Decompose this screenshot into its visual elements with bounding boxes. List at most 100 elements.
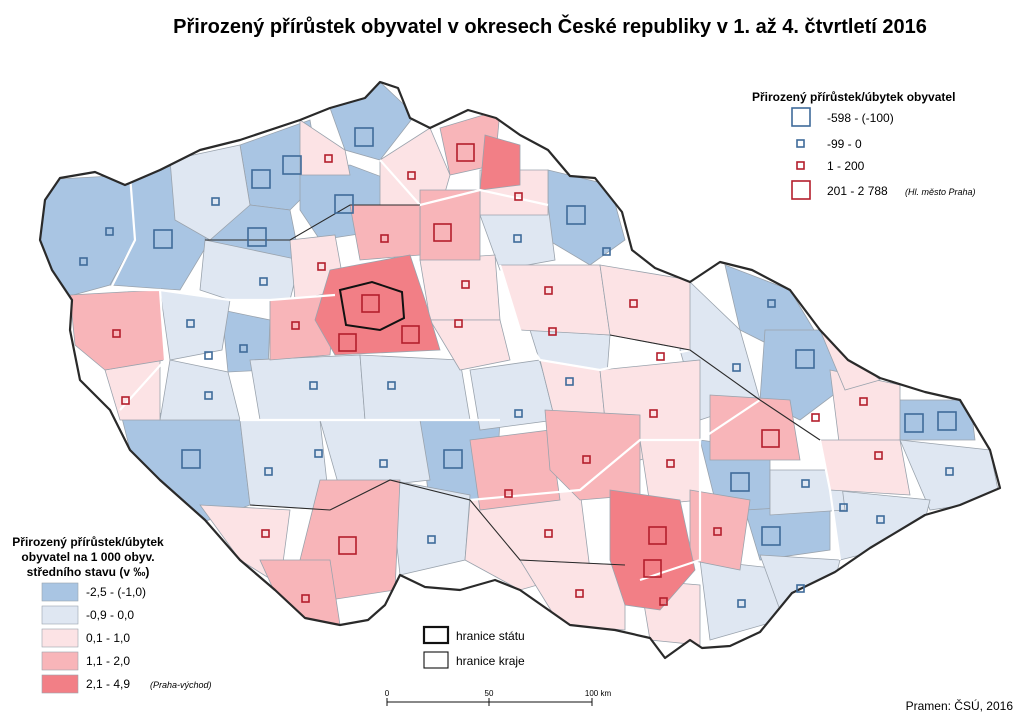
legend-symbol-label-2: -99 - 0 xyxy=(827,137,862,151)
symbol-negative-large xyxy=(181,449,201,469)
legend-symbol-negative-small xyxy=(796,139,805,148)
symbol-negative-small xyxy=(79,257,88,266)
symbol-legend: Přirozený přírůstek/úbytek obyvatel -598… xyxy=(752,90,976,200)
rate-label-3: 0,1 - 1,0 xyxy=(86,631,130,645)
source-note: Pramen: ČSÚ, 2016 xyxy=(905,699,1013,713)
symbol-positive-large xyxy=(338,536,357,555)
legend-state-border-label: hranice státu xyxy=(456,629,525,643)
district-tabor-area xyxy=(389,479,471,576)
symbols-layer xyxy=(79,127,957,608)
symbol-positive-small xyxy=(659,597,668,606)
symbol-positive-small xyxy=(544,529,553,538)
positive-small-symbols xyxy=(112,154,883,606)
district-prerov-area xyxy=(819,439,911,496)
symbol-negative-small xyxy=(602,247,611,256)
symbol-negative-small xyxy=(767,299,776,308)
region-border-dark xyxy=(249,479,626,566)
symbol-positive-small xyxy=(407,171,416,180)
border-legend: hranice státu hranice kraje xyxy=(422,625,525,669)
rate-swatch-4 xyxy=(41,651,79,671)
district-hradec-area xyxy=(499,264,611,336)
district-vyskov-east xyxy=(689,489,751,571)
district-nymburk-area xyxy=(419,254,501,321)
legend-region-border-label: hranice kraje xyxy=(456,654,525,668)
scale-bar: 0 50 100 km xyxy=(385,689,611,706)
symbol-positive-large xyxy=(643,559,662,578)
symbol-positive-small xyxy=(859,397,868,406)
rate-legend-title-line-2: obyvatel na 1 000 obyv. xyxy=(21,550,154,564)
rate-label-5: 2,1 - 4,9 xyxy=(86,677,130,691)
symbol-negative-large xyxy=(247,227,267,247)
symbol-positive-small xyxy=(575,589,584,598)
symbol-negative-large xyxy=(334,194,354,214)
symbol-positive-small xyxy=(380,234,389,243)
symbol-negative-large xyxy=(904,413,924,433)
legend-symbol-label-1: -598 - (-100) xyxy=(827,111,894,125)
symbol-positive-small xyxy=(811,413,820,422)
symbol-positive-small xyxy=(461,280,470,289)
symbol-positive-small xyxy=(324,154,333,163)
district-pribram-area xyxy=(249,354,366,421)
class3-districts xyxy=(104,119,911,646)
symbol-positive-small xyxy=(548,327,557,336)
symbol-positive-small xyxy=(544,286,553,295)
district-zlin-area xyxy=(829,489,931,561)
district-plzen-sever xyxy=(159,289,231,361)
district-benesov-area xyxy=(359,354,471,421)
symbol-positive-large xyxy=(433,223,452,242)
symbol-positive-small xyxy=(713,527,722,536)
region-border-line xyxy=(159,288,336,302)
district-brno-venkov-upper xyxy=(544,409,641,501)
symbol-negative-large xyxy=(153,229,173,249)
symbol-negative-small xyxy=(314,449,323,458)
region-border-dark xyxy=(609,334,821,441)
negative-small-symbols xyxy=(79,197,954,608)
symbol-positive-large xyxy=(338,333,357,352)
symbol-negative-small xyxy=(732,363,741,372)
symbol-negative-small xyxy=(105,227,114,236)
legend-symbol-label-3: 1 - 200 xyxy=(827,159,865,173)
symbol-negative-small xyxy=(309,381,318,390)
region-borders xyxy=(108,159,842,582)
scale-tick-0: 0 xyxy=(385,689,390,698)
symbol-negative-small xyxy=(204,391,213,400)
symbol-negative-small xyxy=(839,503,848,512)
symbol-positive-small xyxy=(649,409,658,418)
district-znojmo-area xyxy=(519,559,626,631)
legend-region-border-swatch xyxy=(423,651,449,669)
symbol-positive-small xyxy=(629,299,638,308)
district-brno-venkov xyxy=(609,489,696,611)
symbol-negative-small xyxy=(379,459,388,468)
symbol-negative-small xyxy=(945,467,954,476)
symbol-negative-large xyxy=(761,526,781,546)
region-border-line xyxy=(498,264,691,372)
symbol-positive-large xyxy=(401,325,420,344)
symbol-negative-small xyxy=(186,319,195,328)
rate-label-4: 1,1 - 2,0 xyxy=(86,654,130,668)
region-border-line xyxy=(108,174,167,411)
symbol-legend-title: Přirozený přírůstek/úbytek obyvatel xyxy=(752,90,955,104)
symbol-positive-small xyxy=(666,459,675,468)
district-trutnov-area xyxy=(547,169,626,266)
region-border-line xyxy=(818,439,842,561)
symbol-negative-small xyxy=(565,377,574,386)
rate-legend: Přirozený přírůstek/úbytek obyvatel na 1… xyxy=(12,535,212,694)
symbol-negative-small xyxy=(211,197,220,206)
symbol-positive-small xyxy=(656,352,665,361)
symbol-positive-large xyxy=(648,526,667,545)
rate-label-2: -0,9 - 0,0 xyxy=(86,608,134,622)
symbol-positive-small xyxy=(504,489,513,498)
symbol-negative-large xyxy=(795,349,815,369)
symbol-negative-large xyxy=(354,127,374,147)
legend-state-border-swatch xyxy=(422,625,450,645)
symbol-positive-small xyxy=(317,262,326,271)
symbol-positive-small xyxy=(112,329,121,338)
symbol-negative-large xyxy=(730,472,750,492)
district-vyskov-area xyxy=(769,469,846,516)
legend-symbol-label-4: 201 - 2 788 xyxy=(827,184,888,198)
rate-swatch-3 xyxy=(41,628,79,648)
symbol-negative-large xyxy=(566,205,586,225)
negative-large-symbols xyxy=(153,127,957,546)
symbol-positive-large xyxy=(761,429,780,448)
